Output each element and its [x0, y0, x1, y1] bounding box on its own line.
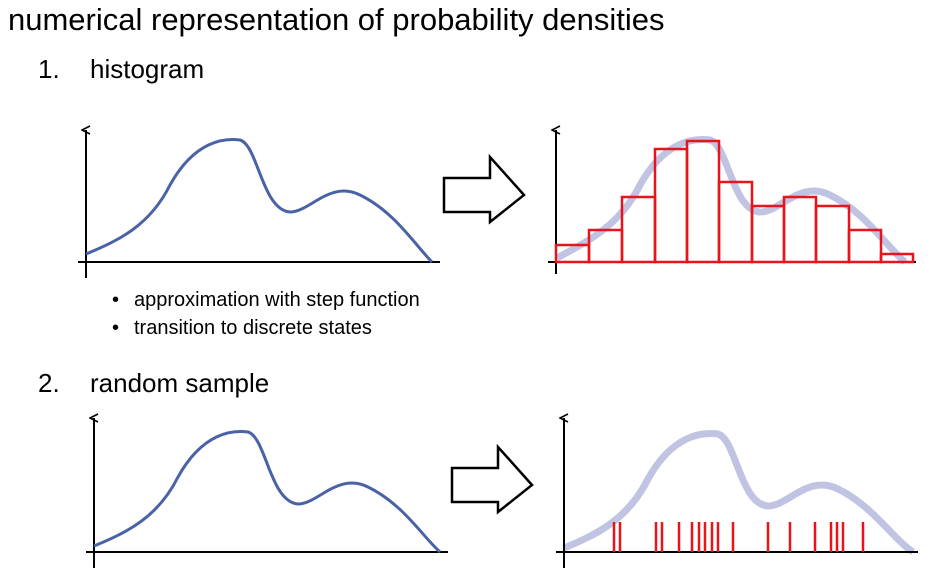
- histogram-plot-top-right: [548, 130, 916, 274]
- histogram-bar: [653, 147, 689, 264]
- bullet-list: approximation with step function transit…: [112, 286, 420, 342]
- histogram-bar: [814, 204, 851, 264]
- density-curve: [93, 430, 441, 554]
- histogram-bar: [685, 139, 721, 264]
- section-heading-histogram: 1. histogram: [38, 54, 204, 85]
- histogram-bar: [782, 195, 818, 264]
- bullet-discrete-states: transition to discrete states: [112, 314, 420, 342]
- histogram-bar: [879, 252, 915, 264]
- section-label: histogram: [90, 54, 205, 84]
- random-sample-plot-bottom-right: [556, 418, 918, 568]
- section-heading-random-sample: 2. random sample: [38, 368, 269, 399]
- density-plot-bottom-left: [86, 418, 448, 568]
- section-number: 1.: [38, 54, 60, 84]
- right-arrow-icon: [442, 153, 526, 225]
- density-curve: [85, 138, 434, 264]
- bullet-step-function: approximation with step function: [112, 286, 420, 314]
- histogram-bars: [554, 139, 915, 264]
- density-plot-top-left: [78, 130, 440, 278]
- sample-marks: [612, 522, 865, 552]
- ghost-density-curve: [562, 430, 916, 555]
- page-title: numerical representation of probability …: [8, 2, 665, 37]
- right-arrow-icon: [450, 443, 534, 515]
- histogram-bar: [847, 228, 883, 264]
- ghost-density-curve: [555, 136, 908, 265]
- section-number: 2.: [38, 368, 60, 398]
- section-label: random sample: [90, 368, 270, 398]
